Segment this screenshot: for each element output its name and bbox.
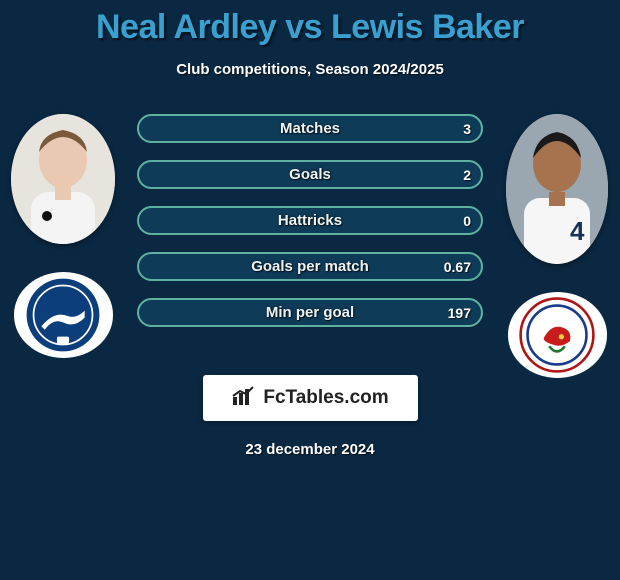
left-player-column xyxy=(8,114,118,358)
left-player-photo xyxy=(11,114,115,244)
stat-row-hattricks: Hattricks 0 xyxy=(137,206,483,235)
svg-text:4: 4 xyxy=(570,216,585,246)
date-text: 23 december 2024 xyxy=(0,441,620,458)
comparison-content: Matches 3 Goals 2 Hattricks 0 Goals per … xyxy=(0,114,620,327)
stat-label: Goals per match xyxy=(139,258,481,275)
stat-label: Matches xyxy=(139,120,481,137)
stat-right-value: 197 xyxy=(448,305,471,321)
stat-right-value: 3 xyxy=(463,121,471,137)
stat-row-gpm: Goals per match 0.67 xyxy=(137,252,483,281)
stats-column: Matches 3 Goals 2 Hattricks 0 Goals per … xyxy=(137,114,483,327)
right-player-photo: 4 xyxy=(506,114,608,264)
left-club-badge xyxy=(14,272,113,358)
stat-right-value: 0.67 xyxy=(444,259,471,275)
stat-label: Hattricks xyxy=(139,212,481,229)
page-title: Neal Ardley vs Lewis Baker xyxy=(0,0,620,47)
stat-label: Min per goal xyxy=(139,304,481,321)
stat-row-goals: Goals 2 xyxy=(137,160,483,189)
stat-label: Goals xyxy=(139,166,481,183)
right-club-badge xyxy=(508,292,607,378)
subtitle: Club competitions, Season 2024/2025 xyxy=(0,61,620,78)
stat-right-value: 0 xyxy=(463,213,471,229)
stat-row-matches: Matches 3 xyxy=(137,114,483,143)
brand-chart-icon xyxy=(231,385,257,412)
right-player-column: 4 xyxy=(502,114,612,378)
brand-plate: FcTables.com xyxy=(203,375,418,421)
brand-text: FcTables.com xyxy=(263,387,388,409)
stat-row-mpg: Min per goal 197 xyxy=(137,298,483,327)
stat-right-value: 2 xyxy=(463,167,471,183)
